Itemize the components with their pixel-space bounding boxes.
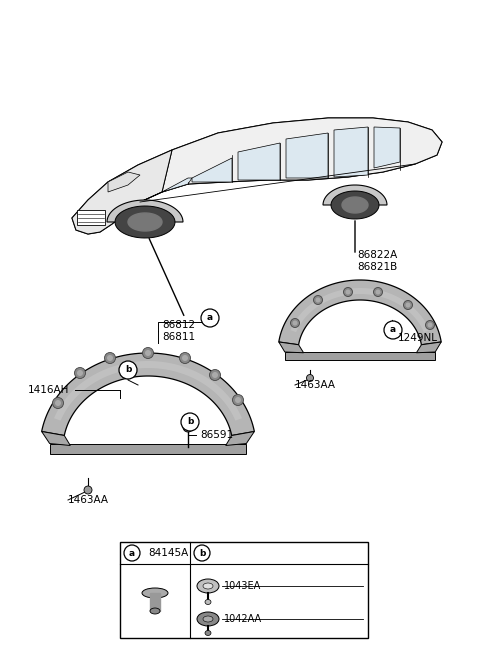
Circle shape [124, 545, 140, 561]
Polygon shape [290, 288, 430, 332]
Polygon shape [107, 200, 183, 222]
Circle shape [373, 287, 383, 297]
Polygon shape [150, 593, 160, 611]
Polygon shape [72, 118, 442, 234]
Ellipse shape [197, 579, 219, 593]
Ellipse shape [197, 612, 219, 626]
Circle shape [344, 287, 352, 297]
Polygon shape [279, 342, 304, 353]
Circle shape [290, 319, 300, 327]
Text: 86821B: 86821B [357, 262, 397, 272]
Polygon shape [416, 342, 441, 353]
Polygon shape [54, 361, 242, 420]
Polygon shape [162, 118, 442, 192]
Bar [77, 210, 105, 225]
Text: 86822A: 86822A [357, 250, 397, 260]
Circle shape [181, 413, 199, 431]
Text: 1463AA: 1463AA [68, 495, 109, 505]
Polygon shape [238, 143, 280, 180]
Circle shape [145, 350, 151, 356]
Circle shape [107, 355, 113, 361]
Circle shape [235, 397, 241, 403]
Text: 86591: 86591 [200, 430, 233, 440]
Ellipse shape [205, 630, 211, 636]
Circle shape [105, 352, 116, 363]
Circle shape [212, 372, 218, 378]
Polygon shape [140, 178, 192, 202]
Circle shape [185, 424, 191, 430]
Circle shape [406, 302, 410, 308]
Circle shape [307, 375, 313, 382]
Circle shape [313, 295, 323, 304]
Circle shape [74, 367, 85, 379]
Ellipse shape [203, 616, 213, 622]
Circle shape [209, 369, 220, 380]
Circle shape [52, 398, 63, 409]
Text: 1463AA: 1463AA [295, 380, 336, 390]
Text: 86812: 86812 [162, 320, 195, 330]
Circle shape [180, 352, 191, 363]
Polygon shape [72, 150, 172, 234]
Circle shape [183, 422, 193, 432]
Polygon shape [49, 443, 246, 453]
Polygon shape [279, 280, 441, 345]
Polygon shape [42, 432, 70, 445]
Polygon shape [42, 353, 254, 436]
Ellipse shape [142, 588, 168, 598]
Circle shape [77, 370, 83, 376]
Ellipse shape [205, 600, 211, 604]
Text: b: b [125, 365, 131, 375]
Circle shape [232, 394, 243, 405]
Text: 84145A: 84145A [148, 548, 188, 558]
Circle shape [143, 348, 154, 358]
Text: b: b [199, 548, 205, 558]
Circle shape [119, 361, 137, 379]
Text: 1042AA: 1042AA [224, 614, 262, 624]
Polygon shape [226, 432, 254, 445]
Text: a: a [207, 314, 213, 323]
Polygon shape [374, 127, 400, 168]
Circle shape [346, 289, 350, 295]
Circle shape [194, 545, 210, 561]
Circle shape [315, 298, 321, 302]
Circle shape [375, 289, 381, 295]
Text: 1416AH: 1416AH [28, 385, 70, 395]
Polygon shape [331, 191, 379, 219]
Text: a: a [390, 325, 396, 335]
Bar [120, 542, 368, 638]
Polygon shape [334, 127, 368, 177]
Polygon shape [285, 352, 435, 360]
Circle shape [384, 321, 402, 339]
Text: b: b [187, 417, 193, 426]
Circle shape [428, 323, 432, 327]
Circle shape [55, 400, 61, 406]
Text: 1043EA: 1043EA [224, 581, 261, 591]
Polygon shape [128, 213, 162, 231]
Polygon shape [108, 172, 140, 192]
Text: 86811: 86811 [162, 332, 195, 342]
Circle shape [201, 309, 219, 327]
Polygon shape [192, 158, 232, 182]
Polygon shape [323, 185, 387, 205]
Polygon shape [286, 133, 328, 178]
Ellipse shape [150, 608, 160, 614]
Circle shape [425, 321, 434, 329]
Polygon shape [115, 206, 175, 238]
Circle shape [292, 321, 298, 325]
Text: 1249NL: 1249NL [398, 333, 438, 343]
Polygon shape [342, 197, 368, 213]
Circle shape [404, 300, 412, 310]
Ellipse shape [203, 583, 213, 589]
Circle shape [182, 355, 188, 361]
Text: a: a [129, 548, 135, 558]
Circle shape [84, 486, 92, 494]
